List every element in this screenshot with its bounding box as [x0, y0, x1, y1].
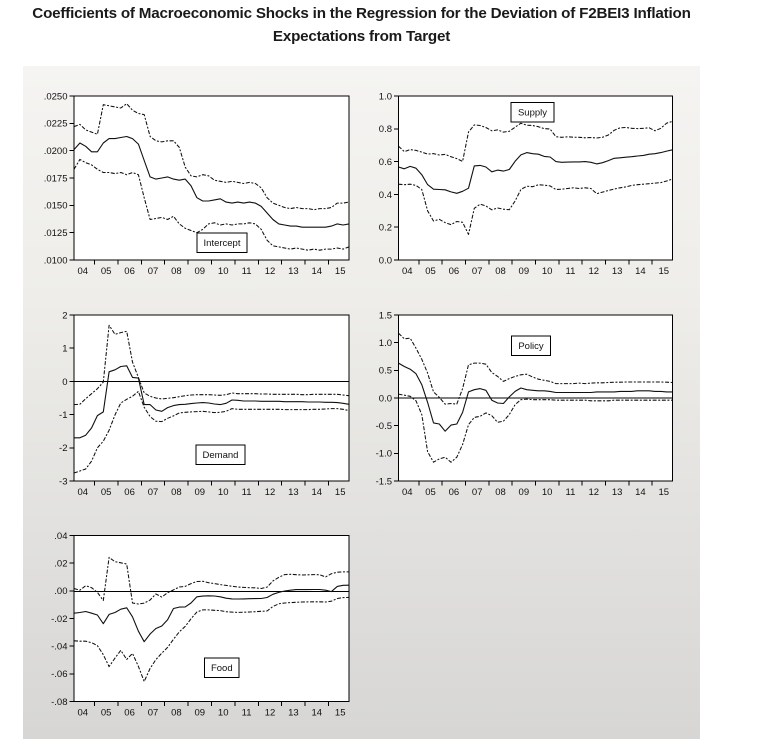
svg-text:08: 08: [495, 487, 506, 498]
svg-text:05: 05: [101, 266, 112, 277]
svg-text:Demand: Demand: [203, 450, 239, 461]
svg-text:Food: Food: [211, 663, 233, 674]
svg-text:0: 0: [62, 377, 67, 388]
svg-text:08: 08: [171, 487, 182, 498]
svg-text:10: 10: [542, 266, 553, 277]
svg-text:07: 07: [472, 487, 483, 498]
svg-text:15: 15: [335, 266, 346, 277]
svg-text:12: 12: [265, 266, 276, 277]
svg-text:07: 07: [472, 266, 483, 277]
svg-text:12: 12: [265, 487, 276, 498]
svg-text:15: 15: [658, 487, 669, 498]
svg-text:08: 08: [171, 708, 182, 719]
svg-text:13: 13: [288, 708, 299, 719]
svg-text:11: 11: [242, 708, 252, 719]
svg-text:05: 05: [425, 266, 436, 277]
svg-text:-1: -1: [59, 410, 67, 421]
svg-text:05: 05: [101, 708, 112, 719]
svg-text:04: 04: [77, 708, 88, 719]
svg-text:05: 05: [101, 487, 112, 498]
svg-text:09: 09: [519, 266, 530, 277]
svg-text:2: 2: [62, 310, 67, 321]
svg-text:-2: -2: [59, 443, 67, 454]
svg-text:13: 13: [288, 266, 299, 277]
svg-text:1.5: 1.5: [379, 310, 392, 321]
svg-text:07: 07: [148, 708, 159, 719]
svg-text:.0125: .0125: [44, 228, 68, 239]
svg-text:09: 09: [195, 487, 206, 498]
svg-text:04: 04: [402, 487, 413, 498]
svg-text:-1.5: -1.5: [376, 476, 392, 487]
svg-text:-0.5: -0.5: [376, 421, 392, 432]
svg-text:Policy: Policy: [518, 341, 544, 352]
svg-text:11: 11: [242, 487, 252, 498]
svg-text:.0200: .0200: [44, 146, 68, 157]
svg-text:12: 12: [589, 266, 600, 277]
svg-text:14: 14: [312, 266, 323, 277]
svg-text:1.0: 1.0: [379, 91, 392, 102]
svg-text:15: 15: [335, 487, 346, 498]
svg-text:10: 10: [218, 708, 229, 719]
svg-text:-.06: -.06: [51, 669, 67, 680]
svg-text:0.0: 0.0: [379, 393, 392, 404]
svg-text:12: 12: [589, 487, 600, 498]
svg-text:07: 07: [148, 487, 159, 498]
svg-text:0.4: 0.4: [379, 190, 392, 201]
svg-text:.02: .02: [54, 559, 67, 570]
svg-text:15: 15: [335, 708, 346, 719]
svg-text:13: 13: [288, 487, 299, 498]
svg-text:.0225: .0225: [44, 119, 68, 130]
svg-text:0.5: 0.5: [379, 366, 392, 377]
svg-text:1: 1: [62, 344, 67, 355]
svg-text:06: 06: [124, 266, 135, 277]
svg-text:-.08: -.08: [51, 697, 67, 708]
svg-text:11: 11: [242, 266, 252, 277]
svg-text:.0100: .0100: [44, 255, 68, 266]
svg-text:08: 08: [495, 266, 506, 277]
svg-text:.04: .04: [54, 531, 67, 542]
svg-text:14: 14: [312, 487, 323, 498]
svg-text:0.0: 0.0: [379, 255, 392, 266]
svg-text:10: 10: [218, 266, 229, 277]
svg-text:0.8: 0.8: [379, 124, 392, 135]
svg-text:06: 06: [449, 266, 460, 277]
svg-text:06: 06: [124, 708, 135, 719]
svg-text:09: 09: [195, 266, 206, 277]
svg-text:1.0: 1.0: [379, 338, 392, 349]
svg-text:10: 10: [218, 487, 229, 498]
svg-text:14: 14: [312, 708, 323, 719]
svg-text:.00: .00: [54, 586, 67, 597]
svg-text:11: 11: [566, 487, 576, 498]
svg-text:0.6: 0.6: [379, 157, 392, 168]
svg-text:-.02: -.02: [51, 614, 67, 625]
svg-text:07: 07: [148, 266, 159, 277]
svg-text:06: 06: [449, 487, 460, 498]
svg-text:.0175: .0175: [44, 173, 68, 184]
svg-text:Intercept: Intercept: [204, 238, 241, 249]
svg-text:0.2: 0.2: [379, 223, 392, 234]
svg-text:.0250: .0250: [44, 91, 68, 102]
svg-text:-3: -3: [59, 476, 67, 487]
svg-text:05: 05: [425, 487, 436, 498]
svg-text:04: 04: [77, 487, 88, 498]
svg-text:04: 04: [77, 266, 88, 277]
svg-text:.0150: .0150: [44, 201, 68, 212]
svg-text:-.04: -.04: [51, 642, 67, 653]
svg-text:13: 13: [612, 487, 623, 498]
svg-text:08: 08: [171, 266, 182, 277]
svg-text:Supply: Supply: [518, 108, 547, 119]
svg-text:09: 09: [519, 487, 530, 498]
svg-text:10: 10: [542, 487, 553, 498]
svg-text:04: 04: [402, 266, 413, 277]
svg-text:-1.0: -1.0: [376, 449, 392, 460]
svg-text:13: 13: [612, 266, 623, 277]
svg-text:11: 11: [566, 266, 576, 277]
svg-text:06: 06: [124, 487, 135, 498]
svg-text:09: 09: [195, 708, 206, 719]
svg-text:14: 14: [635, 487, 646, 498]
svg-text:15: 15: [658, 266, 669, 277]
svg-text:12: 12: [265, 708, 276, 719]
svg-text:14: 14: [635, 266, 646, 277]
